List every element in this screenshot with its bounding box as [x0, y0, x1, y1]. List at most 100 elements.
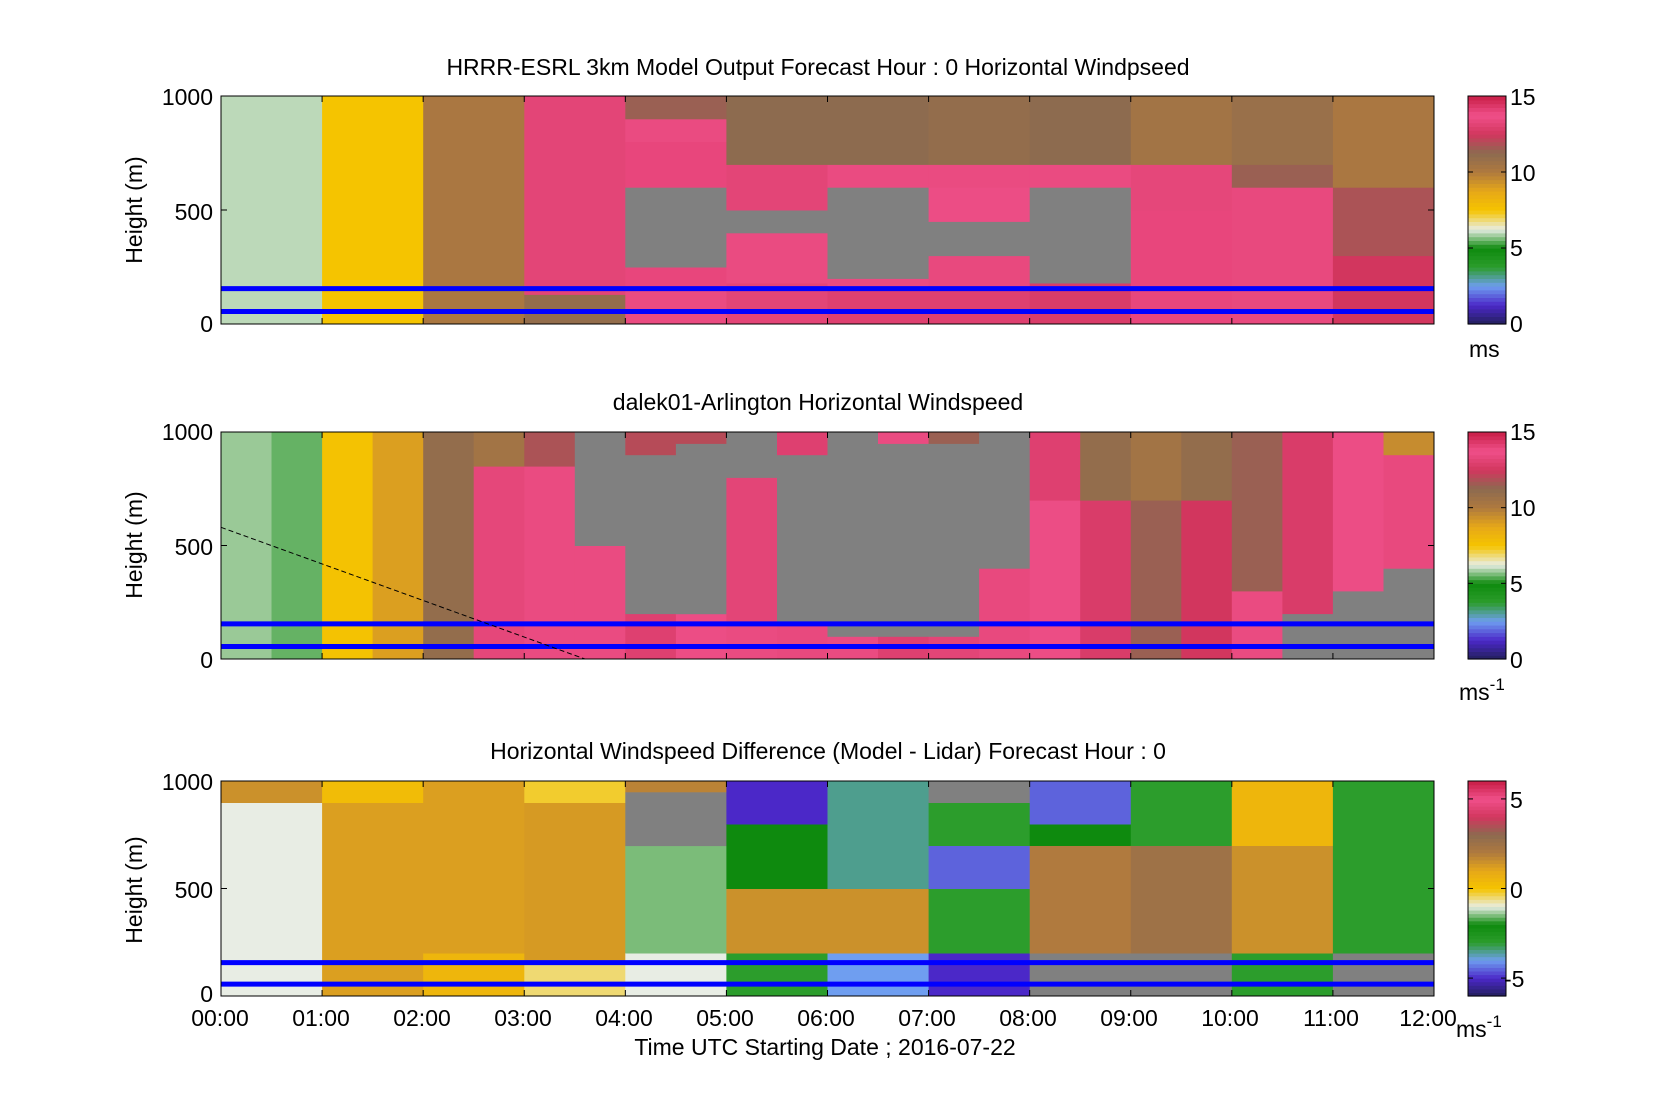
heatmap-cell — [675, 432, 727, 444]
heatmap-cell — [1231, 845, 1334, 954]
colorbar-swatch — [1468, 647, 1506, 653]
colorbar-swatch — [1468, 312, 1506, 317]
colorbar-swatch — [1468, 867, 1506, 872]
colorbar-swatch — [1468, 863, 1506, 868]
colorbar-swatch — [1468, 643, 1506, 649]
colorbar-swatch — [1468, 553, 1506, 558]
colorbar-swatch — [1468, 447, 1506, 452]
heatmap-area — [220, 95, 1435, 325]
colorbar-swatch — [1468, 571, 1506, 577]
colorbar-swatch — [1468, 617, 1506, 622]
colorbar-swatch — [1468, 978, 1506, 983]
colorbar-swatch — [1468, 232, 1506, 238]
heatmap-cell — [928, 845, 1031, 889]
y-axis: 0 500 1000 — [162, 419, 213, 673]
heatmap-cell — [726, 953, 828, 997]
colorbar-axis: 0 5 10 15 — [1510, 419, 1536, 673]
colorbar-swatch — [1468, 111, 1506, 116]
heatmap-cell — [524, 432, 576, 467]
colorbar-swatch — [1468, 149, 1506, 154]
heatmap-cell — [221, 781, 323, 803]
colorbar-swatch — [1468, 164, 1506, 169]
colorbar-swatch — [1468, 816, 1506, 822]
colorbar-swatch — [1468, 484, 1506, 490]
heatmap-cell — [625, 845, 727, 954]
y-tick-label: 0 — [200, 981, 213, 1007]
x-tick-label: 09:00 — [1100, 1005, 1158, 1031]
colorbar-swatch — [1468, 316, 1506, 321]
colorbar-swatch — [1468, 210, 1506, 215]
heatmap-cell — [1029, 432, 1081, 501]
colorbar-swatch — [1468, 507, 1506, 513]
heatmap-cell — [726, 96, 828, 165]
heatmap-cell — [625, 791, 727, 847]
colorbar — [1467, 431, 1507, 660]
colorbar-swatch — [1468, 881, 1506, 886]
colorbar-swatch — [1468, 579, 1506, 584]
heatmap-cell — [625, 141, 727, 188]
heatmap-cell — [625, 118, 727, 143]
heatmap-cell — [1130, 96, 1233, 165]
panel-windspeed-difference: Horizontal Windspeed Difference (Model -… — [121, 738, 1524, 1042]
colorbar-swatch — [1468, 141, 1506, 146]
heatmap-cell — [928, 164, 1031, 188]
colorbar-swatch — [1468, 992, 1506, 997]
colorbar-swatch — [1468, 103, 1506, 108]
colorbar-swatch — [1468, 134, 1506, 139]
heatmap-cell — [524, 802, 626, 965]
colorbar-swatch — [1468, 613, 1506, 618]
colorbar-swatch — [1468, 286, 1506, 291]
colorbar-swatch — [1468, 153, 1506, 158]
heatmap-area — [220, 780, 1435, 997]
panel-title: HRRR-ESRL 3km Model Output Forecast Hour… — [446, 54, 1189, 80]
colorbar-swatch — [1468, 469, 1506, 475]
colorbar-swatch — [1468, 194, 1506, 200]
heatmap-cell — [726, 824, 828, 889]
colorbar-swatch — [1468, 297, 1506, 302]
colorbar-swatch — [1468, 640, 1506, 645]
colorbar-swatch — [1468, 564, 1506, 569]
colorbar-swatch — [1468, 458, 1506, 463]
colorbar-swatch — [1468, 175, 1506, 181]
colorbar-axis: -5 0 5 — [1504, 787, 1524, 992]
colorbar-swatch — [1468, 602, 1506, 607]
colorbar-swatch — [1468, 500, 1506, 505]
heatmap-cell — [726, 781, 828, 825]
colorbar-swatch — [1468, 781, 1506, 786]
colorbar-swatch — [1468, 156, 1506, 162]
colorbar-swatch — [1468, 213, 1506, 219]
colorbar-swatch — [1468, 206, 1506, 211]
colorbar-swatch — [1468, 913, 1506, 918]
y-tick-label: 1000 — [162, 84, 213, 110]
heatmap-cell — [625, 613, 677, 660]
colorbar-swatch — [1468, 534, 1506, 539]
colorbar-swatch — [1468, 473, 1506, 478]
colorbar-swatch — [1468, 515, 1506, 520]
colorbar-swatch — [1468, 583, 1506, 588]
heatmap-cell — [1181, 432, 1233, 501]
x-tick-label: 05:00 — [696, 1005, 754, 1031]
heatmap-cell — [1029, 953, 1132, 997]
heatmap-cell — [827, 888, 930, 954]
colorbar-swatch — [1468, 255, 1506, 260]
colorbar-swatch — [1468, 130, 1506, 135]
colorbar-swatch — [1468, 970, 1506, 976]
colorbar-swatch — [1468, 945, 1506, 951]
y-axis-label: Height (m) — [121, 836, 147, 943]
colorbar-swatch — [1468, 906, 1506, 911]
colorbar-swatch — [1468, 824, 1506, 829]
y-tick-label: 500 — [175, 199, 213, 225]
colorbar-swatch — [1468, 960, 1506, 965]
colorbar-swatch — [1468, 628, 1506, 634]
colorbar-swatch — [1468, 956, 1506, 961]
heatmap-cell — [1029, 164, 1132, 188]
heatmap-cell — [1029, 824, 1132, 846]
y-axis: 0 500 1000 — [162, 84, 213, 337]
colorbar-unit: ms-1 — [1459, 675, 1505, 705]
colorbar-swatch — [1468, 432, 1506, 437]
colorbar-swatch — [1468, 820, 1506, 825]
panel-title: Horizontal Windspeed Difference (Model -… — [490, 738, 1166, 764]
colorbar-swatch — [1468, 859, 1506, 865]
heatmap-cell — [322, 781, 424, 803]
x-tick-label: 07:00 — [898, 1005, 956, 1031]
